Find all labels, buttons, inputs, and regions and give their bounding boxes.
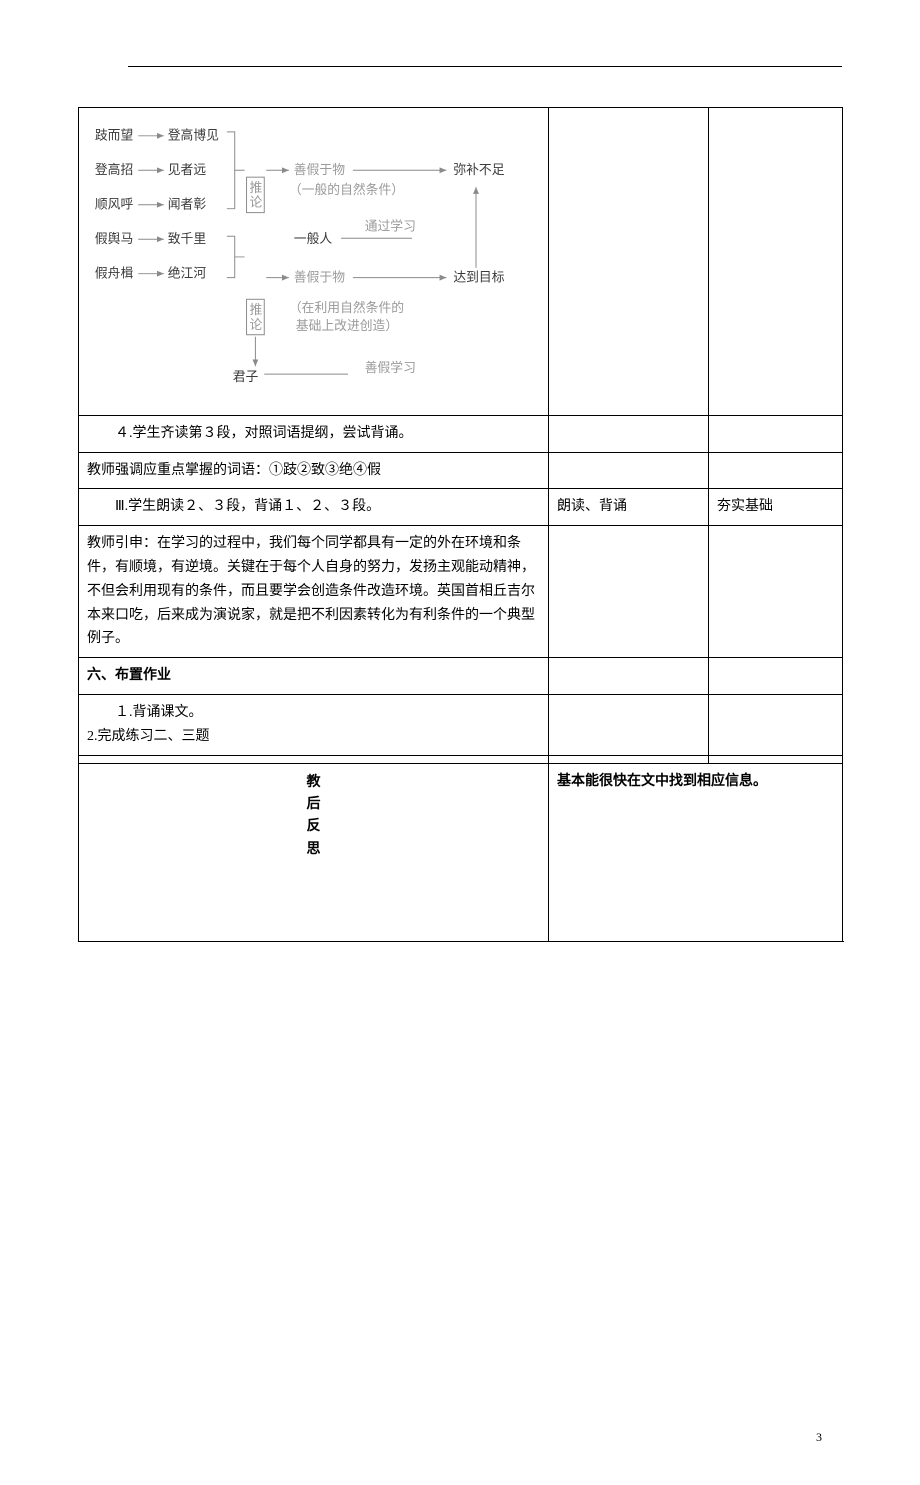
pair-b-4: 绝江河 [168, 266, 207, 281]
bot-phrase: 善假于物 [294, 270, 345, 285]
text-row2: 教师强调应重点掌握的词语：①跂②致③绝④假 [87, 459, 540, 483]
cell-r1-c2 [549, 108, 709, 416]
cell-r8-c2 [549, 755, 709, 763]
mid-phrase: 一般人 [294, 231, 333, 246]
cell-r4-c3: 夯实基础 [709, 489, 843, 526]
cell-r6-c2 [549, 658, 709, 695]
tuolun-2b: 论 [249, 318, 262, 332]
document-table: 跂而望 登高博见 登高招 见者远 顺风呼 闻者彰 假舆马 致千里 假舟楫 绝江河 [78, 107, 843, 942]
rl-3: 思 [87, 839, 540, 861]
cell-r3-c2 [549, 452, 709, 489]
cell-r5-c1: 教师引申：在学习的过程中，我们每个同学都具有一定的外在环境和条件，有顺境，有逆境… [79, 526, 549, 658]
pair-a-4: 假舟楫 [95, 267, 134, 281]
pair-b-3: 致千里 [168, 232, 207, 246]
cell-r7-c1: １.背诵课文。 2.完成练习二、三题 [79, 694, 549, 755]
concept-diagram: 跂而望 登高博见 登高招 见者远 顺风呼 闻者彰 假舆马 致千里 假舟楫 绝江河 [87, 118, 540, 388]
cell-r4-c2: 朗读、背诵 [549, 489, 709, 526]
cell-r7-c2 [549, 694, 709, 755]
cell-r3-c1: 教师强调应重点掌握的词语：①跂②致③绝④假 [79, 452, 549, 489]
diagram-cell: 跂而望 登高博见 登高招 见者远 顺风呼 闻者彰 假舆马 致千里 假舟楫 绝江河 [79, 108, 549, 416]
mid-arrow-label: 通过学习 [365, 218, 416, 233]
text-row3: Ⅲ.学生朗读２、３段，背诵１、２、３段。 [87, 495, 540, 519]
top-result: 弥补不足 [453, 162, 504, 177]
cell-r7-c3 [709, 694, 843, 755]
cell-r6-c3 [709, 658, 843, 695]
cell-r1-c3 [709, 108, 843, 416]
hw-line1: １.背诵课文。 [87, 701, 540, 725]
pair-b-0: 登高博见 [168, 128, 219, 143]
pair-a-2: 顺风呼 [95, 198, 134, 212]
cell-r5-c3 [709, 526, 843, 658]
reflection-content: 基本能很快在文中找到相应信息。 [549, 763, 843, 941]
bot-sub1: （在利用自然条件的 [289, 300, 404, 315]
bot-result: 达到目标 [453, 271, 504, 285]
pair-b-2: 闻者彰 [168, 197, 207, 212]
reflection-label-cell: 教 后 反 思 [79, 763, 549, 941]
cell-r4-c1: Ⅲ.学生朗读２、３段，背诵１、２、３段。 [79, 489, 549, 526]
junzi: 君子 [233, 370, 259, 384]
pair-a-3: 假舆马 [95, 232, 133, 246]
text-row4: 教师引申：在学习的过程中，我们每个同学都具有一定的外在环境和条件，有顺境，有逆境… [87, 532, 540, 651]
top-sub: （一般的自然条件） [289, 182, 404, 197]
header-rule [128, 66, 842, 67]
cell-r2-c2 [549, 415, 709, 452]
bot-sub2: 基础上改进创造） [296, 319, 398, 333]
cell-r8-c3 [709, 755, 843, 763]
cell-r2-c1: ４.学生齐读第３段，对照词语提纲，尝试背诵。 [79, 415, 549, 452]
page-number: 3 [78, 1430, 842, 1445]
text-row1: ４.学生齐读第３段，对照词语提纲，尝试背诵。 [87, 422, 540, 446]
reflection-text: 基本能很快在文中找到相应信息。 [557, 770, 834, 794]
cell-r8-c1 [79, 755, 549, 763]
rl-2: 反 [87, 816, 540, 838]
cell-r2-c3 [709, 415, 843, 452]
junzi-arrow: 善假学习 [365, 360, 416, 375]
hw-line2: 2.完成练习二、三题 [87, 725, 540, 749]
cell-r5-c2 [549, 526, 709, 658]
pair-a-0: 跂而望 [95, 128, 134, 143]
pair-b-1: 见者远 [168, 163, 207, 177]
tuolun-1b: 论 [249, 196, 262, 210]
cell-r3-c3 [709, 452, 843, 489]
tuolun-2a: 推 [249, 303, 262, 317]
tuolun-1a: 推 [249, 181, 262, 195]
cell-r6-c1: 六、布置作业 [79, 658, 549, 695]
pair-a-1: 登高招 [95, 162, 133, 177]
rl-1: 后 [87, 794, 540, 816]
rl-0: 教 [87, 772, 540, 794]
top-phrase: 善假于物 [294, 162, 345, 177]
section-label: 六、布置作业 [87, 664, 540, 688]
